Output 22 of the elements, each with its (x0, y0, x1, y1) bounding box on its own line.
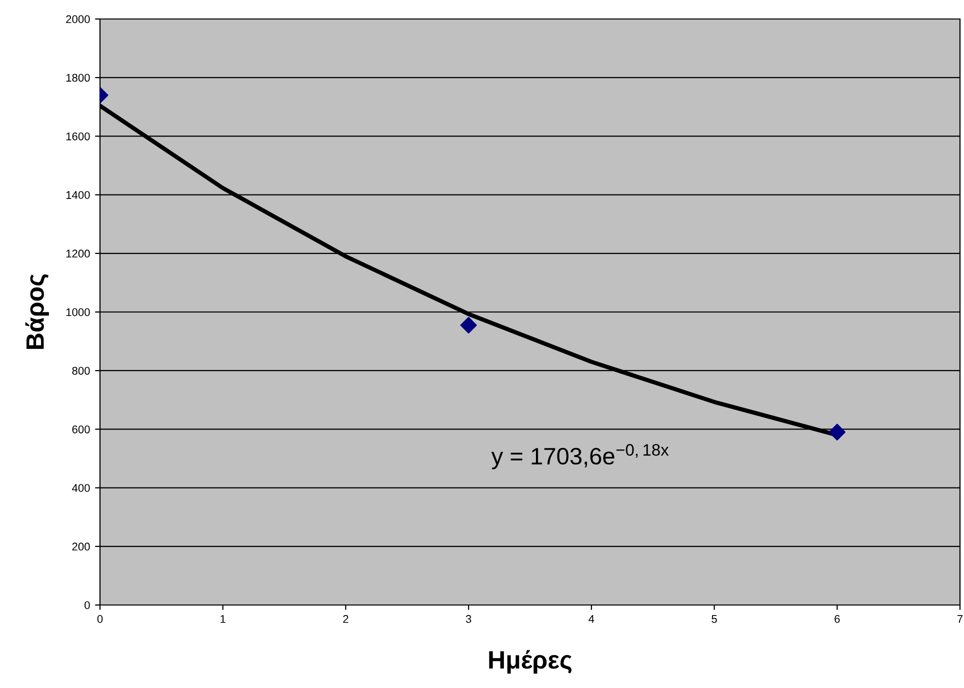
y-tick-label: 1200 (66, 250, 90, 258)
y-tick-label: 1400 (66, 191, 90, 199)
x-tick-label: 2 (343, 615, 348, 623)
y-tick-label: 800 (72, 366, 90, 375)
y-tick-label: 600 (72, 425, 90, 434)
x-tick-label: 4 (588, 615, 594, 623)
y-tick-label: 1600 (66, 132, 90, 140)
x-tick-label: 7 (957, 615, 963, 623)
y-tick-label: 1800 (66, 74, 90, 82)
y-tick-label: 0 (84, 601, 90, 610)
y-tick-label: 2000 (66, 15, 90, 24)
y-tick-label: 200 (72, 542, 90, 551)
x-axis-title: Ημέρες (489, 650, 572, 674)
x-tick-label: 1 (220, 615, 226, 623)
x-tick-label: 5 (712, 615, 717, 623)
x-tick-label: 6 (834, 615, 840, 623)
y-tick-label: 1000 (66, 308, 90, 316)
x-tick-label: 3 (466, 615, 472, 623)
y-axis-title: Βάρος (25, 274, 49, 349)
y-tick-label: 400 (72, 484, 90, 492)
x-tick-label: 0 (97, 615, 103, 623)
annotation: y = 1703,6e$^{−0,18x}$ (491, 444, 669, 470)
